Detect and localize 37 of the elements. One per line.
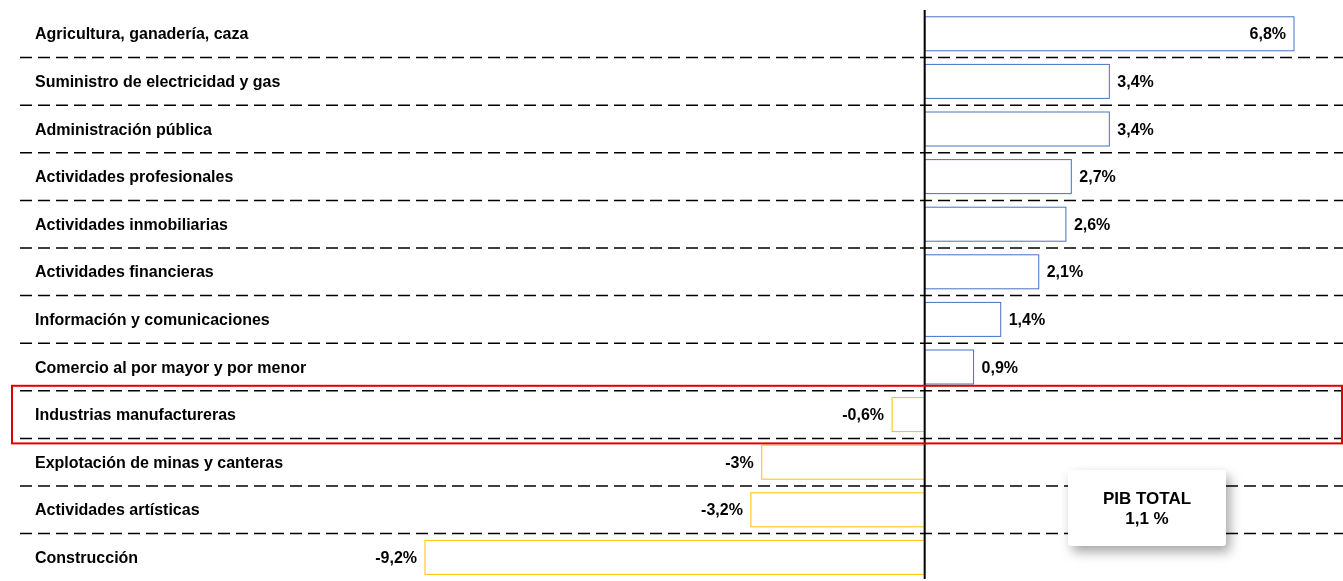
data-label: 6,8% xyxy=(1249,25,1286,43)
y-tick-label: Agricultura, ganadería, caza xyxy=(35,25,249,43)
data-label: -3% xyxy=(725,453,754,471)
data-label: -3,2% xyxy=(701,501,743,519)
bar xyxy=(924,63,1110,99)
y-tick-label: Actividades artísticas xyxy=(35,501,200,519)
data-label: 0,9% xyxy=(981,358,1019,376)
y-tick-label: Actividades financieras xyxy=(35,263,214,281)
annotation: PIB TOTAL 1,1 % xyxy=(1102,488,1192,529)
data-label: 2,6% xyxy=(1073,215,1111,233)
bar xyxy=(924,254,1040,290)
y-tick-label: Industrias manufactureras xyxy=(35,406,237,424)
data-label: 3,4% xyxy=(1117,73,1154,90)
bar xyxy=(891,397,926,433)
bar xyxy=(924,16,1295,52)
bar xyxy=(924,349,975,385)
bar xyxy=(924,301,1002,337)
data-label: -9,2% xyxy=(375,549,417,566)
data-label: 2,7% xyxy=(1079,168,1116,186)
data-label: 1,4% xyxy=(1008,311,1046,328)
data-label: 2,1% xyxy=(1046,263,1084,281)
bar xyxy=(424,539,926,575)
y-tick-label: Suministro de electricidad y gas xyxy=(35,73,281,90)
y-tick-label: Explotación de minas y canteras xyxy=(35,453,284,471)
data-label: 3,4% xyxy=(1117,120,1154,138)
y-tick-label: Actividades inmobiliarias xyxy=(35,215,229,233)
y-tick-label: Construcción xyxy=(35,549,139,566)
y-tick-label: Comercio al por mayor y por menor xyxy=(35,358,307,376)
bar xyxy=(924,159,1072,195)
y-tick-label: Administración pública xyxy=(35,120,213,138)
bar xyxy=(761,444,926,480)
bar xyxy=(924,206,1067,242)
y-tick-label: Información y comunicaciones xyxy=(35,311,270,328)
y-tick-label: Actividades profesionales xyxy=(35,168,234,186)
bar xyxy=(924,111,1110,147)
data-label: -0,6% xyxy=(842,406,885,424)
bar xyxy=(750,492,926,528)
